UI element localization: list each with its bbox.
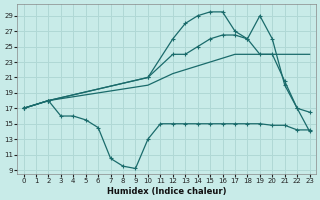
X-axis label: Humidex (Indice chaleur): Humidex (Indice chaleur) <box>107 187 226 196</box>
